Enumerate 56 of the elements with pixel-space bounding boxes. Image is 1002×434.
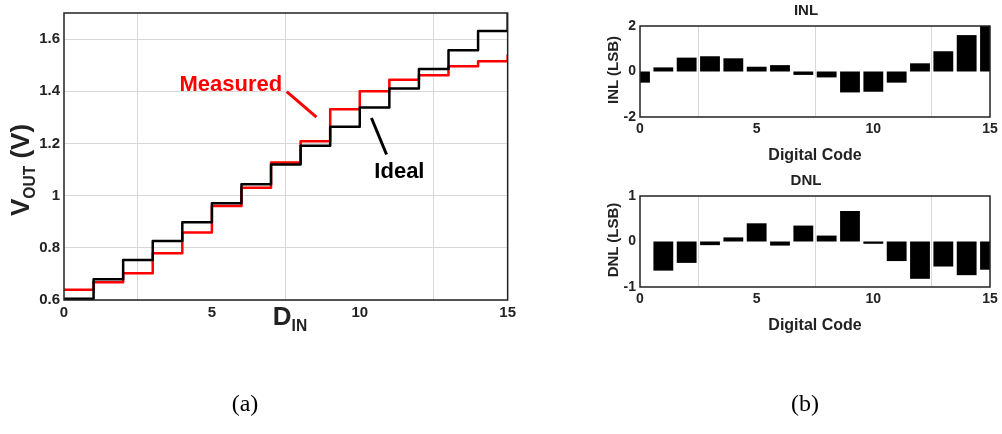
bar [886,71,907,83]
y-tick-label: 1 [51,185,60,203]
y-tick-label: 1.4 [39,81,61,99]
y-tick-label: 1.6 [39,29,60,47]
bar [816,235,837,242]
x-tick-label: 10 [865,290,882,307]
bar [840,71,860,93]
bar [933,51,954,72]
bar [723,237,744,242]
bar [910,63,930,72]
bar [746,66,767,72]
x-tick-label: 15 [982,120,998,137]
bar [956,241,977,276]
x-tick-label: 5 [207,303,217,321]
y-tick-label: 0.6 [39,290,60,308]
bar [676,57,697,72]
bar [676,241,697,263]
x-tick-label: 15 [499,303,516,321]
x-axis-title: D$_{IN}$ [272,300,308,336]
bar [793,225,814,242]
bar [770,241,790,246]
x-tick-label: 15 [982,290,998,307]
bar [653,67,674,72]
text: (b) [791,390,819,417]
text: Measured [179,70,283,96]
x-tick-label: 10 [351,303,369,321]
bar [723,58,744,72]
x-tick-label: 10 [865,120,882,137]
bar [910,241,930,279]
y-tick-label: 0.8 [39,237,60,255]
bar [956,35,977,72]
bar [863,71,884,92]
legend-label: Ideal [374,158,425,184]
y-tick-label: 1.2 [39,133,60,151]
y-axis-title: INL (LSB) [603,35,621,105]
bar [886,241,907,262]
y-tick-label: -1 [623,277,637,294]
bar [840,211,860,242]
x-tick-label: 5 [752,290,761,307]
x-tick-label: 5 [752,120,761,137]
x-axis-title: Digital Code [768,316,862,334]
y-tick-label: 0 [628,62,637,79]
chart-title: DNL [790,171,822,189]
chart-title: INL [793,1,819,19]
y-tick-label: 0 [628,232,637,249]
text: (a) [231,390,259,417]
bar [700,56,720,72]
bar [770,65,790,72]
y-axis-title: DNL (LSB) [603,202,621,278]
y-tick-label: 1 [628,186,637,203]
bar [933,241,954,267]
y-tick-label: 2 [628,16,637,33]
bar [746,223,767,242]
x-axis-title: Digital Code [768,146,862,164]
y-tick-label: -2 [623,107,637,124]
bar [653,241,674,271]
